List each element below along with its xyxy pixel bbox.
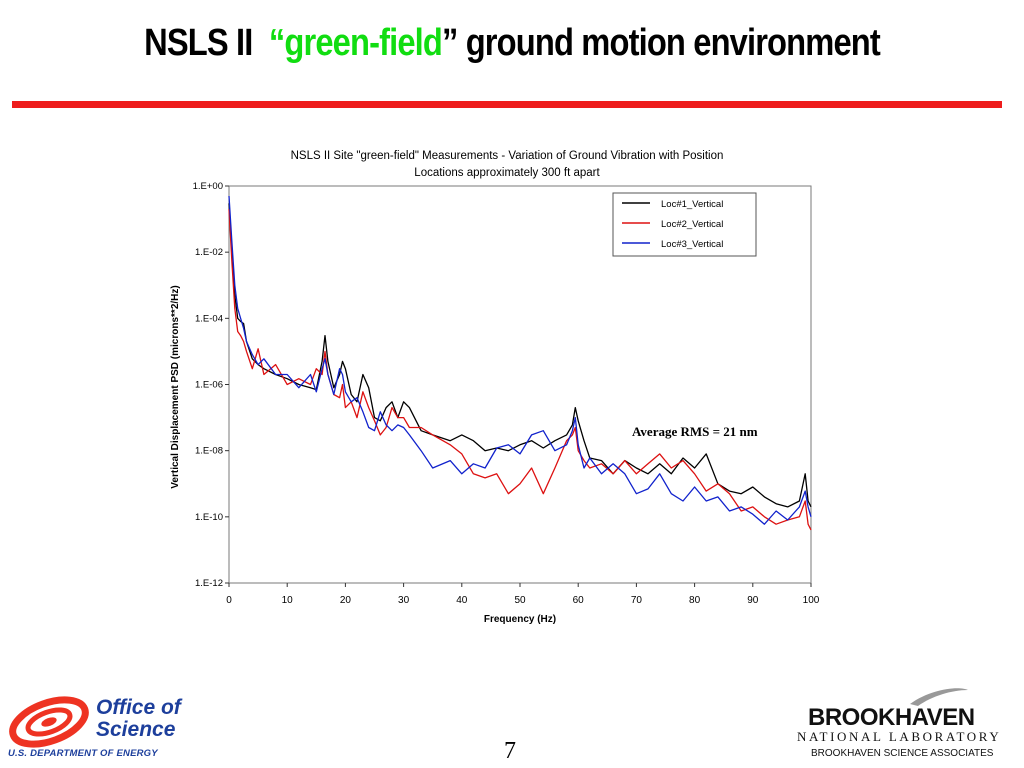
doe-subtitle: U.S. DEPARTMENT OF ENERGY bbox=[8, 748, 158, 759]
bnl-swoosh-icon bbox=[910, 688, 968, 706]
page-number: 7 bbox=[504, 738, 516, 764]
series-line-2 bbox=[228, 209, 812, 531]
legend-label-2: Loc#2_Vertical bbox=[661, 219, 723, 230]
y-tick-label: 1.E-06 bbox=[195, 380, 223, 391]
x-tick-label: 30 bbox=[398, 595, 410, 606]
doe-line2: Science bbox=[96, 718, 176, 741]
x-tick-label: 70 bbox=[631, 595, 643, 606]
x-tick-label: 60 bbox=[573, 595, 585, 606]
chart-subtitle: Locations approximately 300 ft apart bbox=[414, 167, 600, 179]
x-tick-label: 90 bbox=[747, 595, 759, 606]
y-tick-label: 1.E-04 bbox=[195, 313, 223, 324]
series-layer bbox=[228, 195, 812, 531]
y-tick-label: 1.E-08 bbox=[195, 446, 223, 457]
y-tick-label: 1.E-02 bbox=[195, 247, 223, 258]
x-axis-label: Frequency (Hz) bbox=[484, 614, 556, 625]
legend: Loc#1_Vertical Loc#2_Vertical Loc#3_Vert… bbox=[612, 192, 757, 257]
x-tick-label: 80 bbox=[689, 595, 701, 606]
doe-line1: Office of bbox=[96, 696, 181, 719]
y-tick-label: 1.E+00 bbox=[193, 181, 223, 192]
title-rule bbox=[12, 101, 1002, 108]
y-axis-label: Vertical Displacement PSD (microns**2/Hz… bbox=[170, 285, 181, 488]
doe-swirl-icon bbox=[9, 696, 89, 748]
x-tick-label: 0 bbox=[226, 595, 232, 606]
title-quote-open: “ bbox=[268, 22, 285, 64]
chart-title: NSLS II Site "green-field" Measurements … bbox=[291, 150, 724, 162]
chart-annotation: Average RMS = 21 nm bbox=[632, 424, 758, 439]
title-accent: green-field bbox=[284, 22, 442, 64]
x-tick-label: 10 bbox=[282, 595, 294, 606]
x-axis: 0 10 20 30 40 50 60 70 80 90 100 bbox=[226, 583, 820, 606]
y-axis: 1.E+00 1.E-02 1.E-04 1.E-06 1.E-08 1.E-10 1.E-… bbox=[193, 181, 229, 589]
y-tick-label: 1.E-10 bbox=[195, 512, 223, 523]
y-tick-label: 1.E-12 bbox=[195, 578, 223, 589]
legend-label-1: Loc#1_Vertical bbox=[661, 199, 723, 210]
bnl-lab-line: NATIONAL LABORATORY bbox=[797, 729, 1002, 744]
bnl-wordmark: BROOKHAVEN bbox=[808, 704, 975, 731]
title-quote-close: ” bbox=[441, 22, 458, 64]
x-tick-label: 40 bbox=[456, 595, 468, 606]
bnl-associates: BROOKHAVEN SCIENCE ASSOCIATES bbox=[811, 748, 994, 759]
x-tick-label: 20 bbox=[340, 595, 352, 606]
title-part2: ground motion environment bbox=[465, 22, 881, 64]
x-tick-label: 100 bbox=[803, 595, 820, 606]
title-part1: NSLS II bbox=[144, 22, 253, 64]
series-line-1 bbox=[228, 203, 812, 508]
legend-label-3: Loc#3_Vertical bbox=[661, 239, 723, 250]
x-tick-label: 50 bbox=[514, 595, 526, 606]
series-line-3 bbox=[228, 195, 812, 525]
slide-title: NSLS II “green-field” ground motion envi… bbox=[72, 22, 953, 65]
doe-logo bbox=[9, 696, 89, 748]
doe-wordmark: Office of Science bbox=[96, 697, 181, 741]
